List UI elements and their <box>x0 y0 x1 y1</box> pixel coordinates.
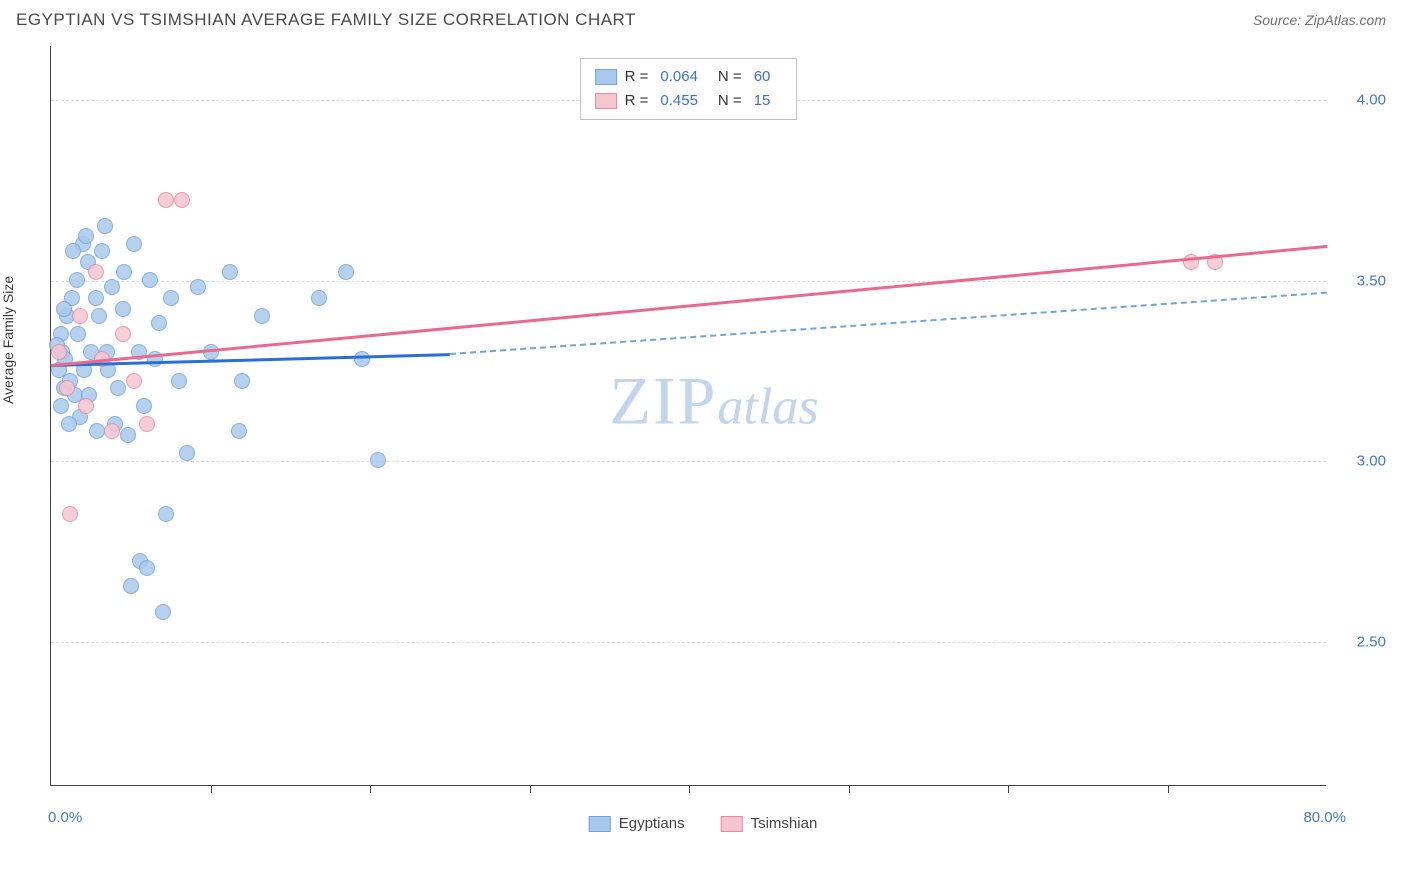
plot-wrapper: Average Family Size R = 0.064 N = 60 R =… <box>0 36 1406 856</box>
r-value-egyptians: 0.064 <box>660 65 698 89</box>
n-value-egyptians: 60 <box>754 65 771 89</box>
data-point <box>78 228 94 244</box>
y-tick-label: 2.50 <box>1336 633 1386 650</box>
data-point <box>120 427 136 443</box>
data-point <box>88 264 104 280</box>
watermark-atlas: atlas <box>717 378 818 435</box>
legend-item-tsimshian: Tsimshian <box>721 815 818 832</box>
chart-header: EGYPTIAN VS TSIMSHIAN AVERAGE FAMILY SIZ… <box>0 0 1406 36</box>
x-tick <box>211 785 212 793</box>
x-tick <box>849 785 850 793</box>
data-point <box>94 243 110 259</box>
data-point <box>174 192 190 208</box>
n-value-tsimshian: 15 <box>754 89 771 113</box>
data-point <box>115 326 131 342</box>
data-point <box>311 290 327 306</box>
data-point <box>234 373 250 389</box>
data-point <box>139 416 155 432</box>
x-axis-max-label: 80.0% <box>1303 809 1346 826</box>
source-value: ZipAtlas.com <box>1305 12 1386 28</box>
r-value-tsimshian: 0.455 <box>660 89 698 113</box>
data-point <box>53 398 69 414</box>
data-point <box>190 279 206 295</box>
data-point <box>370 452 386 468</box>
data-point <box>171 373 187 389</box>
x-axis-min-label: 0.0% <box>48 809 82 826</box>
data-point <box>97 218 113 234</box>
data-point <box>139 560 155 576</box>
data-point <box>56 301 72 317</box>
y-axis-label: Average Family Size <box>0 276 16 404</box>
legend-label-egyptians: Egyptians <box>619 815 685 832</box>
data-point <box>61 416 77 432</box>
data-point <box>163 290 179 306</box>
data-point <box>151 315 167 331</box>
swatch-tsimshian-icon <box>721 816 743 832</box>
source-label: Source: <box>1253 12 1305 28</box>
legend-row-egyptians: R = 0.064 N = 60 <box>595 65 783 89</box>
trend-line <box>450 291 1327 354</box>
x-tick <box>1168 785 1169 793</box>
gridline <box>51 461 1326 462</box>
data-point <box>72 308 88 324</box>
data-point <box>338 264 354 280</box>
data-point <box>62 506 78 522</box>
data-point <box>51 344 67 360</box>
swatch-egyptians-icon <box>595 69 617 85</box>
data-point <box>126 373 142 389</box>
legend-row-tsimshian: R = 0.455 N = 15 <box>595 89 783 113</box>
data-point <box>254 308 270 324</box>
y-tick-label: 3.50 <box>1336 272 1386 289</box>
data-point <box>65 243 81 259</box>
data-point <box>354 351 370 367</box>
x-tick <box>530 785 531 793</box>
y-tick-label: 3.00 <box>1336 453 1386 470</box>
data-point <box>231 423 247 439</box>
n-label: N = <box>718 65 742 89</box>
watermark-zip: ZIP <box>609 362 717 438</box>
source-attribution: Source: ZipAtlas.com <box>1253 12 1386 28</box>
data-point <box>69 272 85 288</box>
data-point <box>59 380 75 396</box>
data-point <box>136 398 152 414</box>
series-legend: Egyptians Tsimshian <box>589 815 818 832</box>
data-point <box>158 192 174 208</box>
data-point <box>88 290 104 306</box>
gridline <box>51 642 1326 643</box>
correlation-legend-box: R = 0.064 N = 60 R = 0.455 N = 15 <box>580 58 798 120</box>
data-point <box>91 308 107 324</box>
data-point <box>104 279 120 295</box>
gridline <box>51 281 1326 282</box>
data-point <box>115 301 131 317</box>
data-point <box>126 236 142 252</box>
data-point <box>110 380 126 396</box>
n-label: N = <box>718 89 742 113</box>
legend-label-tsimshian: Tsimshian <box>751 815 818 832</box>
chart-title: EGYPTIAN VS TSIMSHIAN AVERAGE FAMILY SIZ… <box>16 10 636 30</box>
data-point <box>123 578 139 594</box>
legend-item-egyptians: Egyptians <box>589 815 685 832</box>
r-label: R = <box>625 65 649 89</box>
x-tick <box>370 785 371 793</box>
data-point <box>158 506 174 522</box>
x-tick <box>1008 785 1009 793</box>
data-point <box>104 423 120 439</box>
watermark: ZIPatlas <box>609 361 818 440</box>
data-point <box>222 264 238 280</box>
swatch-egyptians-icon <box>589 816 611 832</box>
r-label: R = <box>625 89 649 113</box>
y-tick-label: 4.00 <box>1336 92 1386 109</box>
data-point <box>116 264 132 280</box>
x-tick <box>689 785 690 793</box>
data-point <box>78 398 94 414</box>
swatch-tsimshian-icon <box>595 93 617 109</box>
data-point <box>70 326 86 342</box>
plot-area: R = 0.064 N = 60 R = 0.455 N = 15 ZIPatl… <box>50 46 1326 786</box>
data-point <box>142 272 158 288</box>
data-point <box>179 445 195 461</box>
data-point <box>155 604 171 620</box>
